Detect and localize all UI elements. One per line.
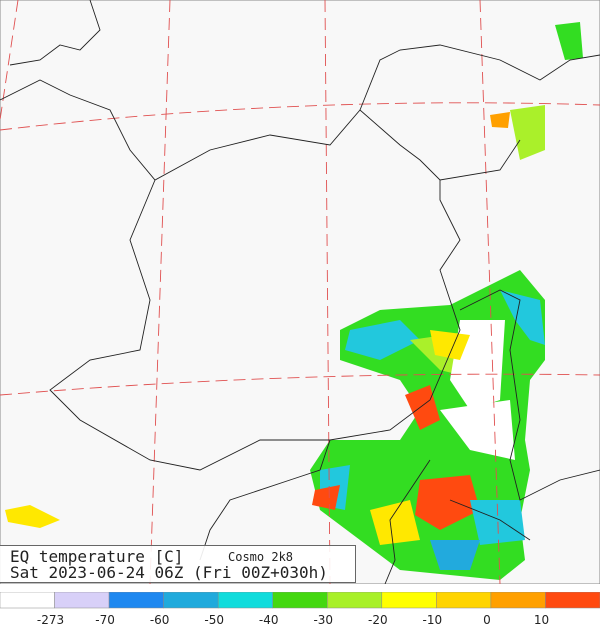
field-red	[312, 485, 340, 510]
colorbar-label: 0	[483, 613, 491, 627]
colorbar-segment	[54, 592, 110, 609]
field-white	[440, 400, 515, 460]
colorbar-segment	[436, 592, 492, 609]
field-yellow	[370, 500, 420, 545]
model-name: Cosmo 2k8	[228, 550, 294, 564]
colorbar-segment	[381, 592, 437, 609]
colorbar-segment	[327, 592, 383, 609]
colorbar-label: -60	[150, 613, 170, 627]
colorbar-segment	[545, 592, 600, 609]
colorbar-segment	[0, 592, 55, 609]
colorbar-label: 10	[534, 613, 549, 627]
info-box: EQ temperature [C] Cosmo 2k8 Sat 2023-06…	[0, 545, 356, 583]
colorbar-label: -50	[204, 613, 224, 627]
field-cyan	[345, 320, 420, 360]
field-orange	[490, 112, 510, 128]
colorbar-label: -10	[423, 613, 443, 627]
colorbar-segment	[163, 592, 219, 609]
field-red	[415, 475, 480, 530]
colorbar-label: -30	[313, 613, 333, 627]
map-title: EQ temperature [C]	[10, 547, 184, 566]
field-yellow	[430, 330, 470, 360]
field-blue	[430, 540, 480, 570]
field-lightgreen	[510, 105, 545, 160]
colorbar-segment	[108, 592, 164, 609]
country-borders	[0, 0, 600, 584]
colorbar: -273 -70 -60 -50 -40 -30 -20 -10 0 10	[0, 592, 600, 627]
map	[0, 0, 600, 584]
colorbar-label: -40	[259, 613, 279, 627]
field-green	[555, 22, 583, 60]
field-yellow	[5, 505, 60, 528]
colorbar-label: -273	[37, 613, 64, 627]
colorbar-label: -70	[95, 613, 115, 627]
valid-time: Sat 2023-06-24 06Z (Fri 00Z+030h)	[10, 563, 328, 582]
colorbar-segment	[272, 592, 328, 609]
colorbar-segment	[217, 592, 273, 609]
graticule	[0, 0, 600, 584]
field-cyan	[500, 290, 545, 345]
colorbar-label: -20	[368, 613, 388, 627]
colorbar-segment	[490, 592, 546, 609]
